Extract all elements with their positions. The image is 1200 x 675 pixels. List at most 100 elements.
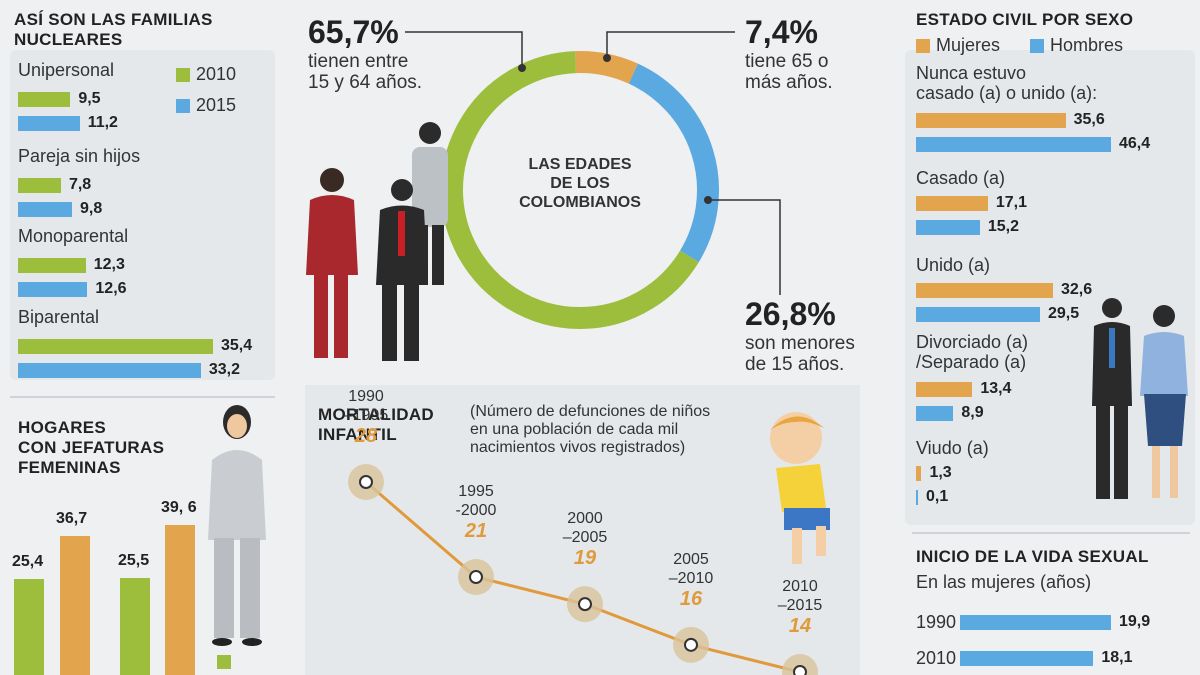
donut-segment-65-mas — [575, 51, 639, 84]
couple-figure-illustration — [1092, 298, 1188, 499]
donut-center-line3: COLOMBIANOS — [519, 194, 641, 211]
familias-value-2015: 12,6 — [95, 280, 127, 297]
estado-civil-bar-mujeres — [916, 382, 973, 397]
vida-sexual-year: 1990 — [916, 612, 957, 632]
seg2-line2: más años. — [745, 72, 833, 93]
legend-2010-swatch — [176, 68, 190, 83]
seg3-pct: 26,8% — [745, 296, 836, 332]
mortalidad-period-start: 2005 — [673, 550, 709, 568]
mortalidad-note-line3: nacimientos vivos registrados) — [470, 439, 686, 456]
estado-civil-value-hombres: 29,5 — [1047, 305, 1080, 322]
mortalidad-period-start: 2000 — [567, 510, 603, 528]
seg1-pct: 65,7% — [308, 14, 399, 50]
mortalidad-label-group: 1990 –1995 28 — [326, 387, 406, 448]
mortalidad-rate: 14 — [788, 615, 812, 637]
donut-segment-menores-15 — [628, 63, 719, 263]
estado-civil-label-line1: Divorciado (a) — [916, 332, 1029, 352]
estado-civil-bar-hombres — [916, 220, 980, 235]
legend-mujeres-swatch — [916, 39, 930, 54]
familias-label: Monoparental — [18, 226, 129, 246]
estado-civil-bar-mujeres — [916, 113, 1066, 128]
familias-title-line2: NUCLEARES — [14, 30, 123, 49]
mortalidad-period-start: 1990 — [348, 388, 384, 405]
seg2-line1: tiene 65 o — [745, 51, 829, 72]
estado-civil-value-hombres: 0,1 — [926, 488, 949, 505]
mortalidad-period-start: 2010 — [782, 578, 818, 595]
familias-bar-2015 — [18, 363, 201, 378]
estado-civil-bar-hombres — [916, 490, 918, 505]
seg2-pct: 7,4% — [745, 14, 818, 50]
familias-value-2015: 11,2 — [87, 114, 118, 131]
divider-right — [912, 532, 1190, 534]
familias-bar-2015 — [18, 116, 80, 131]
hogares-title: HOGARES CON JEFATURAS FEMENINAS — [18, 418, 164, 478]
mortalidad-title: MORTALIDAD INFANTIL — [318, 405, 434, 445]
hogares-value-orange: 39, 6 — [161, 499, 197, 516]
leader-line-seg1 — [405, 31, 523, 68]
hogares-value-green: 25,4 — [12, 552, 44, 570]
vida-sexual-title: INICIO DE LA VIDA SEXUAL — [916, 547, 1149, 566]
panel-mortalidad — [305, 385, 860, 675]
estado-civil-value-mujeres: 13,4 — [980, 380, 1012, 397]
familias-label: Pareja sin hijos — [18, 146, 141, 166]
legend-2015-swatch — [176, 99, 190, 114]
vida-sexual-bar — [960, 651, 1094, 666]
estado-civil-label-line1: Casado (a) — [916, 168, 1006, 188]
legend-2010: 2010 — [176, 64, 236, 85]
mortalidad-rate: 21 — [464, 520, 488, 542]
legend-2015-label: 2015 — [196, 95, 237, 115]
estado-civil-title: ESTADO CIVIL POR SEXO — [916, 10, 1134, 29]
familias-title-line1: ASÍ SON LAS FAMILIAS — [14, 10, 213, 29]
mortalidad-rate: 16 — [679, 587, 703, 610]
leader-dot-seg1 — [518, 64, 526, 72]
estado-civil-value-hombres: 46,4 — [1119, 135, 1151, 152]
hogares-bar-orange — [60, 535, 90, 675]
estado-civil-value-mujeres: 32,6 — [1061, 281, 1093, 298]
estado-civil-value-hombres: 15,2 — [987, 218, 1020, 235]
mortalidad-note-line1: (Número de defunciones de niños — [470, 403, 711, 420]
familias-bar-2010 — [18, 339, 213, 354]
mortalidad-rate: 19 — [573, 547, 597, 570]
familias-bar-2010 — [18, 92, 71, 107]
estado-civil-value-hombres: 8,9 — [961, 404, 984, 421]
leader-dot-seg3 — [704, 196, 712, 204]
mortalidad-period-start: 1995 — [458, 483, 494, 500]
mortalidad-point — [359, 475, 373, 489]
mortalidad-note-line2: en una población de cada mil — [470, 421, 679, 438]
mortalidad-title-line1: MORTALIDAD — [318, 405, 434, 424]
boy-figure-illustration — [770, 412, 830, 564]
mortalidad-label-group: 2010 –2015 14 — [760, 577, 840, 638]
hogares-bar-green — [120, 578, 150, 675]
mortalidad-rate: 28 — [354, 425, 378, 447]
mortalidad-period-end: –2015 — [777, 597, 823, 614]
hogares-bar-green — [14, 578, 44, 675]
mortalidad-period-end: –2010 — [668, 569, 714, 587]
estado-civil-label-line1: Viudo (a) — [916, 438, 989, 458]
vida-sexual-value: 19,9 — [1119, 613, 1151, 630]
estado-civil-bar-mujeres — [916, 466, 922, 481]
leader-line-seg3 — [708, 199, 781, 295]
estado-civil-label-line1: Nunca estuvo — [916, 63, 1027, 83]
seg3-line1: son menores — [745, 333, 855, 354]
vida-sexual-subtitle: En las mujeres (años) — [916, 572, 1092, 592]
donut-center-label: LAS EDADES DE LOS COLOMBIANOS — [480, 155, 680, 212]
mortalidad-label-group: 2005 –2010 16 — [651, 550, 731, 611]
estado-civil-label-line2: casado (a) o unido (a): — [916, 83, 1098, 103]
familias-value-2015: 33,2 — [208, 361, 241, 378]
estado-civil-value-mujeres: 35,6 — [1073, 111, 1105, 128]
familias-title: ASÍ SON LAS FAMILIAS NUCLEARES — [14, 10, 213, 50]
seg1-annotation: 65,7% tienen entre 15 y 64 años. — [308, 14, 422, 93]
familias-bar-2015 — [18, 282, 88, 297]
mortalidad-title-line2: INFANTIL — [318, 425, 397, 444]
legend-mujeres-label: Mujeres — [936, 35, 1001, 55]
familias-value-2010: 9,5 — [78, 90, 101, 107]
edades-donut — [441, 51, 719, 329]
legend-mujeres: Mujeres — [916, 35, 1000, 56]
estado-civil-value-mujeres: 17,1 — [995, 194, 1027, 211]
legend-hombres-swatch — [1030, 39, 1044, 54]
estado-civil-bar-hombres — [916, 137, 1111, 152]
estado-civil-bar-mujeres — [916, 283, 1053, 298]
donut-center-line1: LAS EDADES — [528, 156, 632, 173]
familias-value-2010: 12,3 — [93, 256, 125, 273]
